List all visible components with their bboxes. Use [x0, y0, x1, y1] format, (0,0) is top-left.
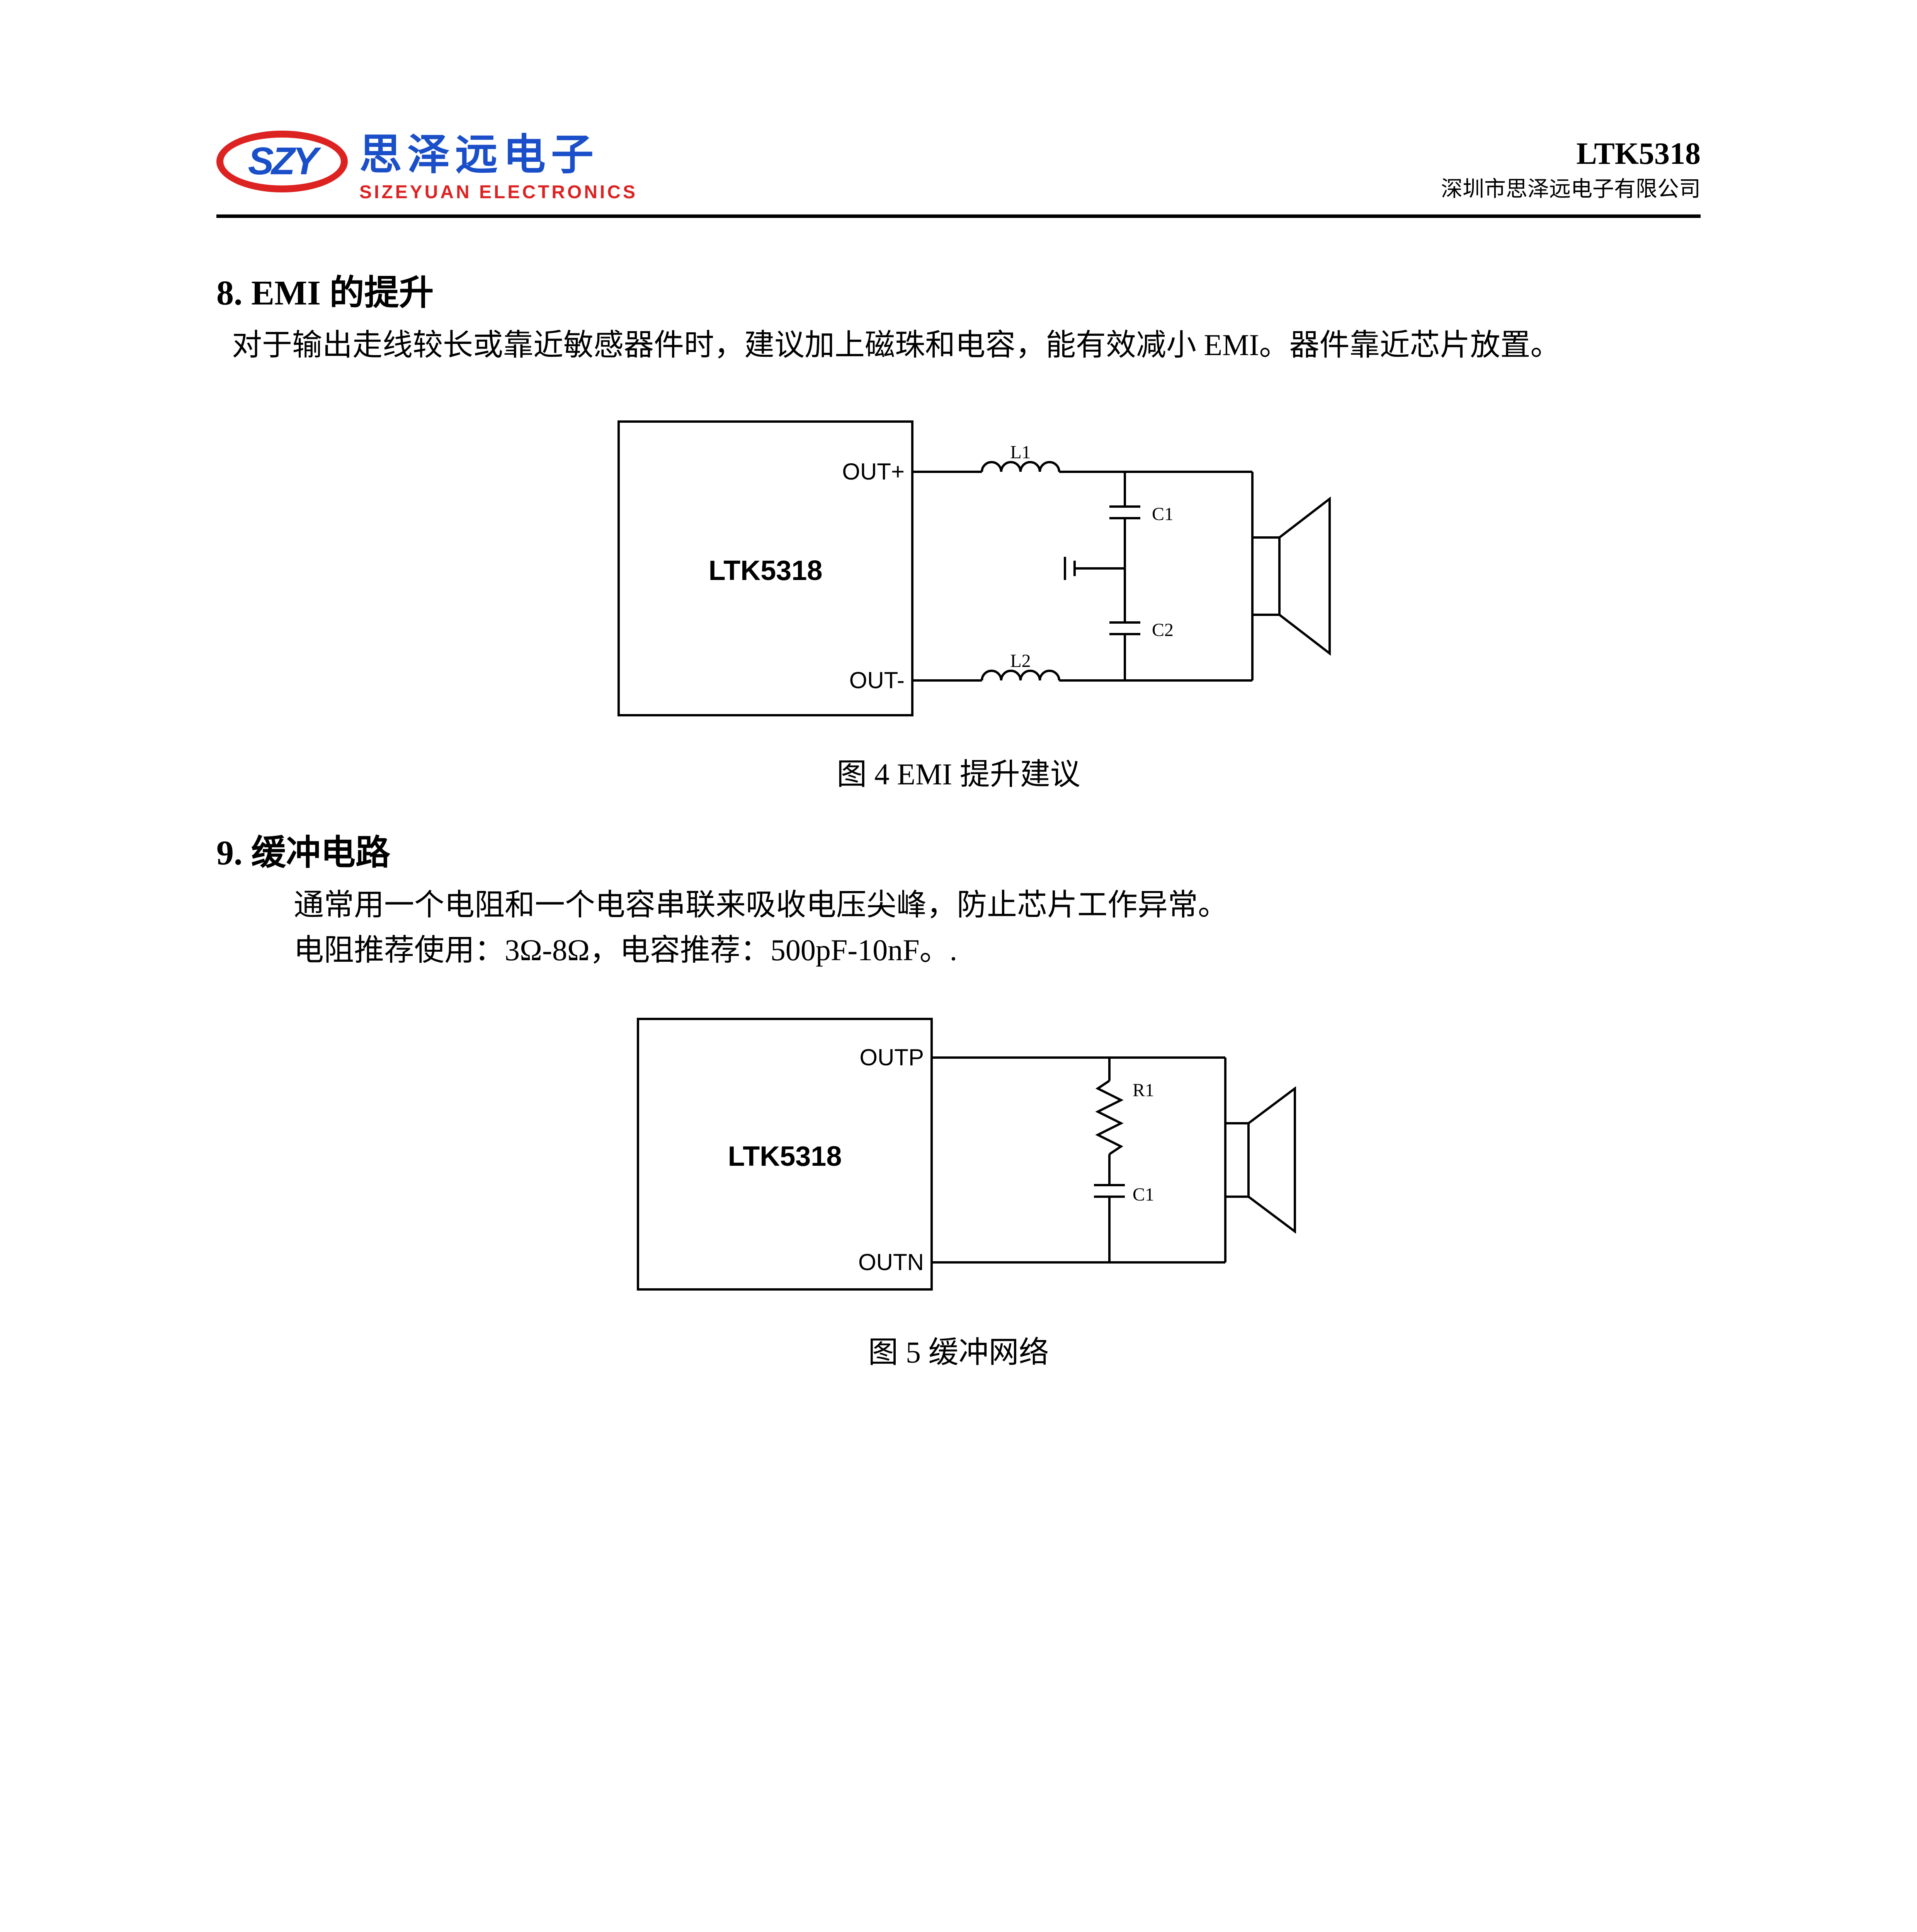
label-l2: L2: [1010, 651, 1031, 671]
label-c1-2: C1: [1133, 1184, 1154, 1205]
figure-5: LTK5318 OUTP OUTN R1 C1 图 5 缓冲网络: [216, 996, 1701, 1371]
section-emi: 8. EMI 的提升 对于输出走线较长或靠近敏感器件时，建议加上磁珠和电容，能有…: [216, 264, 1701, 793]
pin-out-minus: OUT-: [849, 667, 904, 693]
chip-label-2: LTK5318: [728, 1141, 842, 1172]
figure-4: LTK5318 OUT+ OUT- L1 L2 C1: [216, 391, 1701, 793]
buffer-circuit-diagram: LTK5318 OUTP OUTN R1 C1: [592, 996, 1326, 1316]
section-9-body-2: 电阻推荐使用：3Ω-8Ω，电容推荐：500pF-10nF。.: [216, 927, 1701, 973]
chip-label: LTK5318: [708, 555, 822, 586]
header-right: LTK5318 深圳市思泽远电子有限公司: [1441, 136, 1701, 203]
section-buffer: 9. 缓冲电路 通常用一个电阻和一个电容串联来吸收电压尖峰，防止芯片工作异常。 …: [216, 824, 1701, 1371]
label-l1: L1: [1010, 442, 1031, 463]
section-9-body-1: 通常用一个电阻和一个电容串联来吸收电压尖峰，防止芯片工作异常。: [216, 882, 1701, 927]
section-8-body: 对于输出走线较长或靠近敏感器件时，建议加上磁珠和电容，能有效减小 EMI。器件靠…: [216, 322, 1701, 367]
label-c2: C2: [1152, 620, 1174, 640]
logo-chinese: 思泽远电子: [359, 120, 638, 182]
logo-english: SIZEYUAN ELECTRONICS: [359, 182, 638, 203]
product-code: LTK5318: [1441, 136, 1701, 172]
label-r1: R1: [1133, 1080, 1154, 1100]
label-c1: C1: [1152, 504, 1174, 524]
logo-oval-icon: SZY: [216, 131, 348, 192]
logo-text: 思泽远电子 SIZEYUAN ELECTRONICS: [359, 120, 638, 203]
company-name: 深圳市思泽远电子有限公司: [1441, 172, 1701, 203]
page-header: SZY 思泽远电子 SIZEYUAN ELECTRONICS LTK5318 深…: [216, 120, 1701, 218]
section-8-title: 8. EMI 的提升: [216, 264, 1701, 315]
emi-circuit-diagram: LTK5318 OUT+ OUT- L1 L2 C1: [572, 391, 1345, 738]
figure-4-caption: 图 4 EMI 提升建议: [216, 750, 1701, 793]
section-9-title: 9. 缓冲电路: [216, 824, 1701, 874]
logo: SZY 思泽远电子 SIZEYUAN ELECTRONICS: [216, 120, 638, 203]
figure-5-caption: 图 5 缓冲网络: [216, 1328, 1701, 1371]
pin-out-plus: OUT+: [842, 459, 905, 485]
pin-outp: OUTP: [859, 1044, 924, 1070]
pin-outn: OUTN: [858, 1249, 924, 1275]
